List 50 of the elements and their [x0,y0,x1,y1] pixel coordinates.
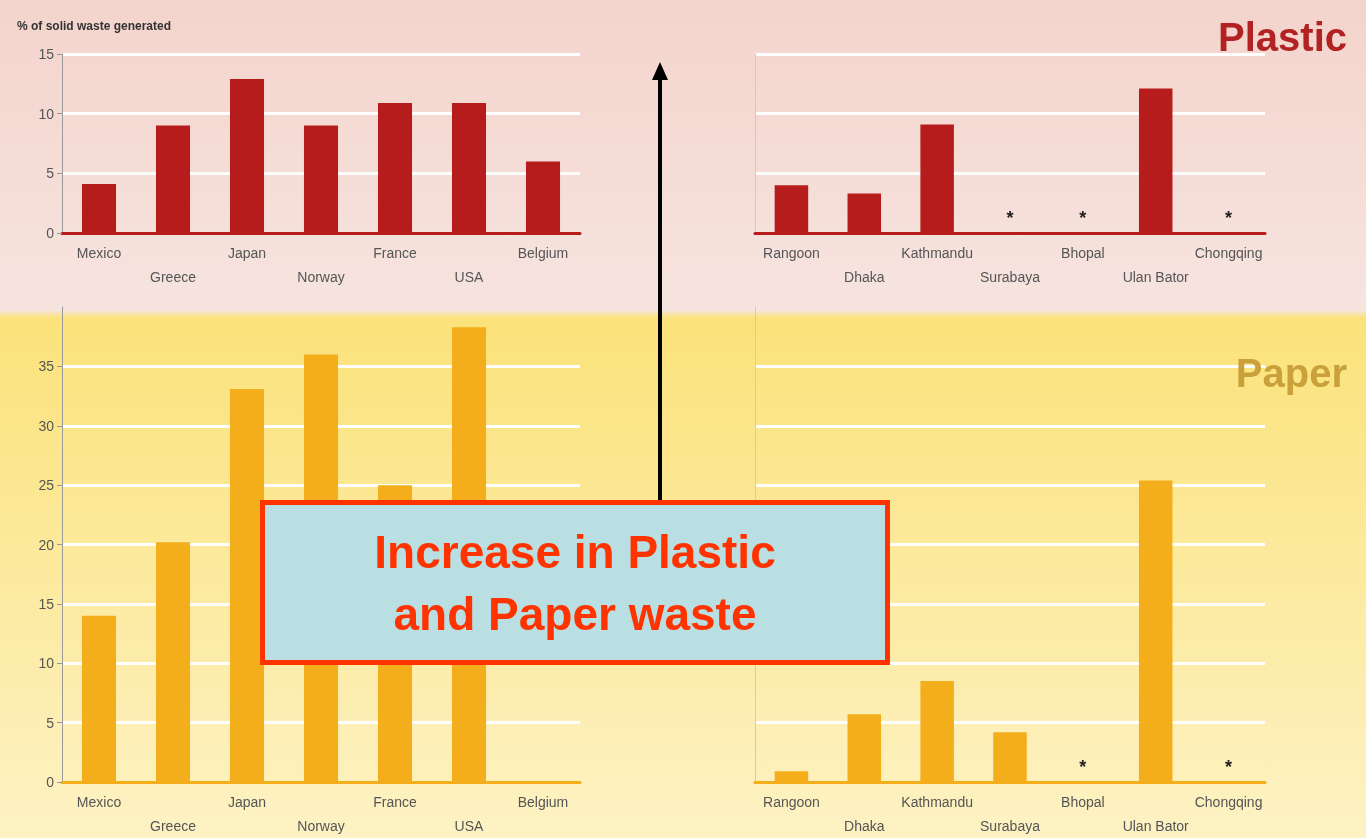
x-tick-label: Mexico [76,794,122,810]
x-tick-label: France [373,245,417,261]
x-tick-label: Norway [297,818,345,834]
y-tick-label: 20 [38,536,55,553]
x-tick-label: Kathmandu [901,794,973,810]
x-tick-label: Bhopal [1061,794,1105,810]
y-tick-label: 5 [46,714,55,731]
y-tick-label: 30 [38,417,55,434]
y-tick-label: 25 [38,477,55,494]
x-tick-label: Dhaka [844,269,885,285]
x-tick-label: Dhaka [844,818,885,834]
x-tick-label: Japan [227,794,267,810]
x-tick-label: Mexico [76,245,122,261]
x-tick-label: Belgium [517,794,569,810]
x-tick-label: Chongqing [1194,794,1263,810]
x-tick-label: Belgium [517,245,569,261]
text: * [1079,208,1087,228]
y-tick-label: 10 [38,105,55,122]
x-tick-label: Surabaya [980,818,1041,834]
chart-title: Plastic [1218,15,1347,59]
text: * [1225,757,1233,777]
y-axis-title: % of solid waste generated [17,19,172,33]
x-tick-label: Norway [297,269,345,285]
x-tick-label: USA [454,269,485,285]
y-tick-label: 0 [46,225,55,241]
y-tick-label: 15 [38,46,55,62]
x-tick-label: Surabaya [980,269,1041,285]
x-tick-label: Bhopal [1061,245,1105,261]
x-tick-label: Chongqing [1194,245,1263,261]
y-tick-label: 15 [38,595,55,612]
text: * [1079,757,1087,777]
y-tick-label: 5 [46,165,55,182]
x-tick-label: Kathmandu [901,245,973,261]
x-tick-label: Japan [227,245,267,261]
y-tick-label: 35 [38,358,55,375]
x-tick-label: Ulan Bator [1122,818,1190,834]
x-tick-label: Ulan Bator [1122,269,1190,285]
x-tick-label: Rangoon [763,245,820,261]
text: * [1225,208,1233,228]
annotation: Increase in Plastic and Paper waste [373,524,777,642]
x-tick-label: Rangoon [763,794,820,810]
y-tick-label: 0 [46,774,55,790]
y-tick-label: 10 [38,655,55,672]
text: Paper [1235,351,1347,395]
x-tick-label: Greece [150,818,197,834]
x-tick-label: Greece [150,269,197,285]
callout-box: Increase in Plastic and Paper waste [260,500,890,665]
text: * [1006,208,1014,228]
x-tick-label: USA [454,818,485,834]
x-tick-label: France [373,794,417,810]
